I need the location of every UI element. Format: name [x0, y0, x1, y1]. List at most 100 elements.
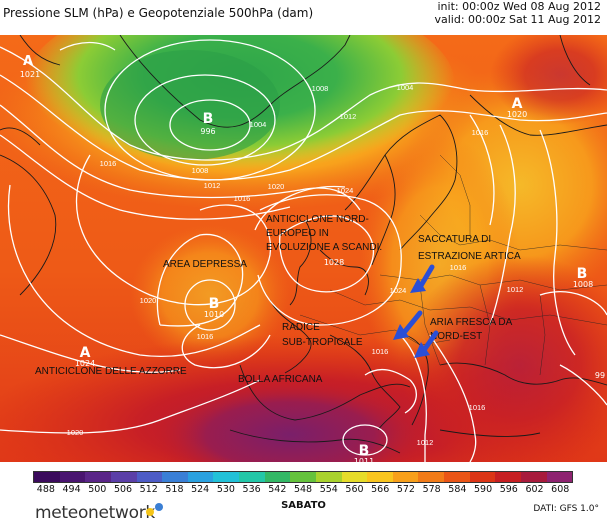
colorbar-swatch — [341, 472, 368, 482]
arrow-icon — [414, 330, 439, 358]
colorbar-tick-label: 530 — [216, 484, 235, 495]
isobar-label: 1020 — [268, 182, 285, 191]
arrow-icon — [410, 264, 435, 293]
isobar-label: 1016 — [372, 347, 389, 356]
low-center-value: 1011 — [354, 457, 374, 462]
colorbar-swatch — [264, 472, 291, 482]
low-center-letter: B — [577, 266, 588, 282]
colorbar-tick-label: 500 — [88, 484, 107, 495]
isobar-label: 1020 — [140, 296, 157, 305]
colorbar-tick-label: 602 — [525, 484, 544, 495]
isobar-label: 1012 — [417, 438, 434, 447]
isobar-label: 1016 — [472, 128, 489, 137]
colorbar-tick-label: 572 — [396, 484, 415, 495]
colorbar-swatch — [85, 472, 111, 482]
colorbar-swatch — [34, 472, 60, 482]
colorbar-tick-label: 536 — [242, 484, 261, 495]
annotation-radice: RADICE SUB-TROPICALE — [282, 322, 363, 348]
colorbar-tick-label: 506 — [113, 484, 133, 495]
low-center-value: 996 — [200, 127, 215, 136]
colorbar-swatch — [136, 472, 163, 482]
isobar-label: 1024 — [337, 186, 354, 195]
low-center-letter: B — [359, 443, 370, 459]
high-center-value: 1020 — [507, 110, 527, 119]
colorbar-swatch — [367, 472, 393, 482]
annotation-nord-europeo: ANTICICLONE NORD- EUROPEO IN EVOLUZIONE … — [266, 214, 382, 253]
arrow-icon — [393, 310, 423, 340]
isobar-label: 1016 — [234, 194, 251, 203]
header: Pressione SLM (hPa) e Geopotenziale 500h… — [0, 0, 607, 35]
colorbar-tick-label: 596 — [499, 484, 518, 495]
logo: meteonetwork — [35, 503, 155, 523]
isobar-label: 1016 — [450, 263, 467, 272]
isobar-label: 1016 — [469, 403, 486, 412]
isobar-label: 1004 — [250, 120, 267, 129]
isobar-label: 1008 — [192, 166, 209, 175]
colorbar-ticks: 488 494 500 506 512 518 524 530 536 542 548 554 560 5… — [33, 483, 573, 497]
high-center-letter: A — [23, 54, 33, 69]
colorbar-swatch — [110, 472, 137, 482]
init-time: init: 00:00z Wed 08 Aug 2012 — [437, 0, 601, 13]
edge-center-value: 99 — [595, 371, 605, 380]
cold-air-arrows — [393, 264, 439, 358]
colorbar-tick-label: 518 — [165, 484, 184, 495]
high-center-value: 1024 — [75, 359, 95, 368]
map-title: Pressione SLM (hPa) e Geopotenziale 500h… — [3, 6, 314, 20]
low-center-value: 1008 — [573, 280, 593, 289]
colorbar-tick-label: 512 — [139, 484, 158, 495]
annotation-aria-fresca: ARIA FRESCA DA NORD-EST — [430, 317, 514, 342]
isobar-label: 1012 — [340, 112, 357, 121]
isobar-label: 1016 — [100, 159, 117, 168]
high-center-value: 1028 — [324, 258, 344, 267]
colorbar-tick-label: 548 — [293, 484, 313, 495]
low-center-value: 1010 — [204, 310, 224, 319]
high-center-letter: A — [512, 96, 523, 112]
colorbar-swatch — [213, 472, 239, 482]
colorbar-tick-label: 584 — [448, 484, 467, 495]
logo-dots-icon — [146, 503, 163, 516]
colorbar-tick-label: 566 — [371, 484, 390, 495]
isobar-label: 1016 — [197, 332, 214, 341]
annotation-azzorre: ANTICICLONE DELLE AZZORRE — [35, 366, 187, 377]
colorbar-tick-label: 578 — [422, 484, 441, 495]
valid-time: valid: 00:00z Sat 11 Aug 2012 — [434, 13, 601, 26]
high-center-letter: A — [80, 345, 91, 361]
isobar-label: 1020 — [67, 428, 84, 437]
isobar-label: 1012 — [204, 181, 221, 190]
colorbar-swatch — [495, 472, 521, 482]
colorbar-swatch — [187, 472, 214, 482]
annotation-bolla-africana: BOLLA AFRICANA — [238, 374, 323, 385]
isobar-label: 1012 — [507, 285, 524, 294]
colorbar-swatch — [520, 472, 547, 482]
isobar-label: 1008 — [312, 84, 329, 93]
colorbar-tick-label: 524 — [191, 484, 210, 495]
colorbar-tick-label: 554 — [319, 484, 338, 495]
colorbar-tick-label: 608 — [551, 484, 570, 495]
colorbar-tick-label: 488 — [36, 484, 55, 495]
colorbar-tick-label: 494 — [62, 484, 81, 495]
annotation-saccatura: SACCATURA DI ESTRAZIONE ARTICA — [418, 234, 521, 262]
colorbar-tick-label: 542 — [268, 484, 287, 495]
colorbar-swatch — [315, 472, 342, 482]
colorbar-swatch — [392, 472, 419, 482]
colorbar-swatch — [290, 472, 316, 482]
weather-map: 1008 1004 1012 1016 1008 1012 1016 1020 … — [0, 35, 607, 462]
isobar-label: 1004 — [397, 83, 414, 92]
colorbar — [33, 471, 573, 483]
isobar-label: 1024 — [390, 286, 407, 295]
low-center-letter: B — [203, 111, 214, 127]
data-source: DATI: GFS 1.0° — [533, 504, 599, 514]
colorbar-swatch — [418, 472, 444, 482]
colorbar-swatch — [444, 472, 470, 482]
colorbar-swatch — [469, 472, 496, 482]
colorbar-swatch — [546, 472, 573, 482]
low-center-letter: B — [209, 296, 220, 312]
colorbar-tick-label: 560 — [345, 484, 364, 495]
annotation-area-depressa: AREA DEPRESSA — [163, 259, 247, 270]
colorbar-swatch — [59, 472, 86, 482]
colorbar-swatch — [239, 472, 265, 482]
colorbar-tick-label: 590 — [474, 484, 493, 495]
day-label: SABATO — [281, 500, 326, 511]
colorbar-swatch — [162, 472, 188, 482]
high-center-value: 1021 — [20, 70, 40, 79]
